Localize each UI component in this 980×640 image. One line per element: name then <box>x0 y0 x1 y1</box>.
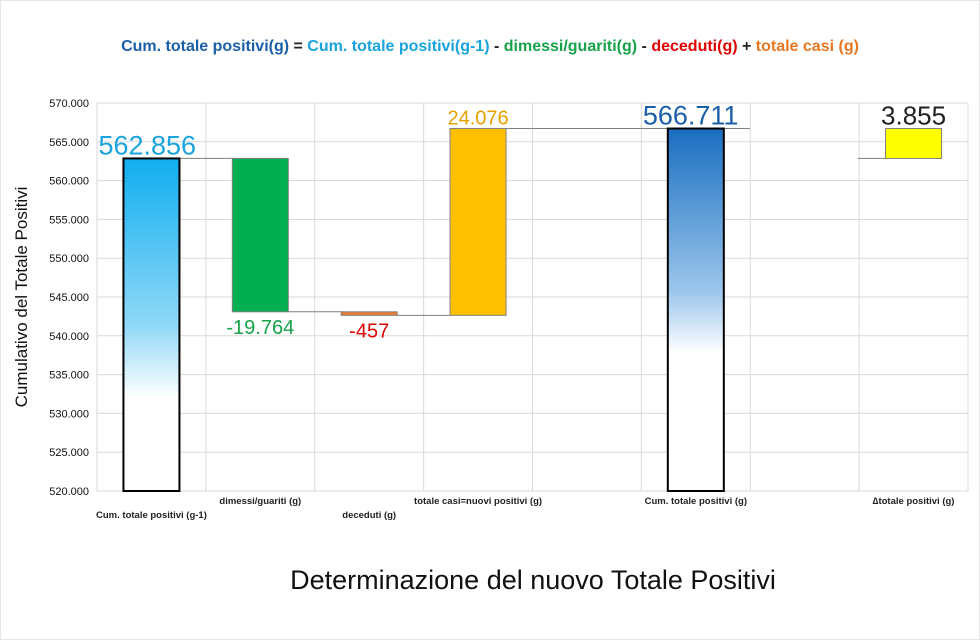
bar <box>231 157 289 313</box>
bar <box>449 128 507 316</box>
bar <box>122 157 181 492</box>
data-label: 3.855 <box>881 101 946 131</box>
x-tick-label: deceduti (g) <box>342 510 396 521</box>
x-tick-label: ∆totale positivi (g) <box>873 496 955 507</box>
y-tick-label: 530.000 <box>49 408 89 420</box>
chart-subtitle: Determinazione del nuovo Totale Positivi <box>290 565 776 595</box>
connector-lines <box>179 128 886 316</box>
x-tick-label: Cum. totale positivi (g-1) <box>96 510 207 521</box>
formula-op-minus-2: - <box>637 38 652 55</box>
y-tick-label: 570.000 <box>49 98 89 110</box>
y-tick-label: 545.000 <box>49 292 89 304</box>
x-tick-label: Cum. totale positivi (g) <box>645 496 747 507</box>
x-tick-label: totale casi=nuovi positivi (g) <box>414 496 542 507</box>
formula-term-current: Cum. totale positivi(g) <box>121 38 290 55</box>
bar <box>666 127 725 492</box>
y-tick-label: 535.000 <box>49 370 89 382</box>
y-axis-title: Cumulativo del Totale Positivi <box>12 187 31 408</box>
y-tick-label: 540.000 <box>49 331 89 343</box>
data-label: 24.076 <box>447 108 508 130</box>
grid-lines <box>96 102 969 492</box>
bars <box>122 127 943 492</box>
y-tick-label: 525.000 <box>49 447 89 459</box>
formula-term-recovered: dimessi/guariti(g) <box>503 38 638 55</box>
data-label: 562.856 <box>98 130 196 160</box>
data-label: -19.764 <box>226 317 294 339</box>
y-tick-label: 565.000 <box>49 137 89 149</box>
y-tick-label: 555.000 <box>49 214 89 226</box>
formula-op-equals: = <box>289 38 308 55</box>
formula-op-plus: + <box>737 38 756 55</box>
y-tick-label: 520.000 <box>49 486 89 498</box>
formula-term-new-cases: totale casi (g) <box>755 38 859 55</box>
x-axis-labels: Cum. totale positivi (g-1) dimessi/guarit… <box>96 496 954 521</box>
x-tick-label: dimessi/guariti (g) <box>219 496 301 507</box>
formula-op-minus-1: - <box>489 38 504 55</box>
chart-title-formula: Cum. totale positivi(g) = Cum. totale po… <box>0 38 980 56</box>
data-label: -457 <box>349 320 389 342</box>
formula-term-previous: Cum. totale positivi(g-1) <box>307 38 490 55</box>
data-label: 566.711 <box>643 101 739 131</box>
bar <box>885 128 943 159</box>
data-labels: 562.856 -19.764 -457 24.076 566.711 3.855 <box>98 101 946 343</box>
y-axis-ticks: 520.000 525.000 530.000 535.000 540.000 545.0… <box>49 98 89 498</box>
formula-term-deceased: deceduti(g) <box>651 38 738 55</box>
bar <box>340 311 398 316</box>
y-tick-label: 550.000 <box>49 253 89 265</box>
y-tick-label: 560.000 <box>49 176 89 188</box>
